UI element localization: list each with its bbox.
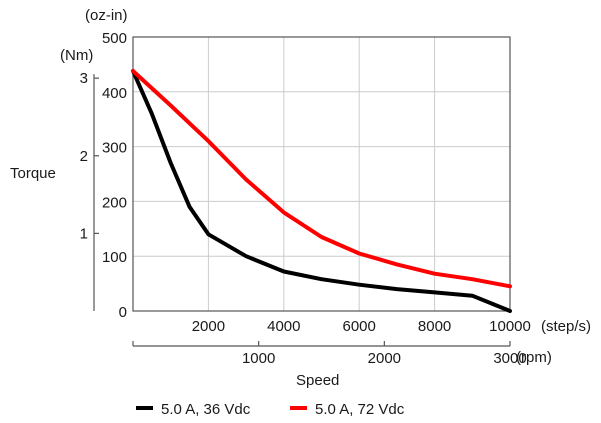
x-axis-label: Speed bbox=[296, 372, 339, 389]
series-line-0 bbox=[131, 69, 512, 313]
series-line-1 bbox=[131, 69, 512, 289]
x-tick-label-steps: 4000 bbox=[267, 318, 300, 335]
y-unit-nm: (Nm) bbox=[60, 47, 93, 64]
x-unit-rpm: (rpm) bbox=[516, 349, 552, 366]
y-unit-ozin: (oz-in) bbox=[85, 7, 128, 24]
x-tick-label-steps: 8000 bbox=[418, 318, 451, 335]
plot-frame bbox=[132, 36, 511, 312]
y-tick-label-ozin: 300 bbox=[102, 140, 127, 157]
y-tick-label-ozin: 0 bbox=[119, 304, 127, 321]
y-axis-label: Torque bbox=[10, 165, 56, 182]
x-tick-label-steps: 2000 bbox=[192, 318, 225, 335]
tick-labels: 0 100 200 300 400 500 2000 4000 6000 8000 10000 1 2 3… bbox=[80, 30, 531, 367]
x-tick-label-rpm: 3000 bbox=[493, 350, 526, 367]
y-tick-label-ozin: 500 bbox=[102, 30, 127, 47]
y-tick-label-ozin: 400 bbox=[102, 85, 127, 102]
y-tick-label-nm: 3 bbox=[80, 70, 88, 87]
legend-label-36vdc: 5.0 A, 36 Vdc bbox=[161, 401, 251, 418]
x-tick-label-rpm: 2000 bbox=[368, 350, 401, 367]
grid bbox=[133, 37, 510, 311]
x-tick-label-steps: 6000 bbox=[343, 318, 376, 335]
x-tick-label-rpm: 1000 bbox=[242, 350, 275, 367]
y-tick-label-nm: 1 bbox=[80, 225, 88, 242]
legend-label-72vdc: 5.0 A, 72 Vdc bbox=[315, 401, 405, 418]
y-tick-label-nm: 2 bbox=[80, 148, 88, 165]
axes bbox=[93, 36, 511, 347]
x-unit-steps: (step/s) bbox=[541, 318, 591, 335]
legend: 5.0 A, 36 Vdc 5.0 A, 72 Vdc bbox=[136, 401, 405, 418]
series-lines bbox=[131, 69, 512, 313]
x-tick-label-steps: 10000 bbox=[489, 318, 531, 335]
y-tick-label-ozin: 200 bbox=[102, 194, 127, 211]
y-tick-label-ozin: 100 bbox=[102, 249, 127, 266]
